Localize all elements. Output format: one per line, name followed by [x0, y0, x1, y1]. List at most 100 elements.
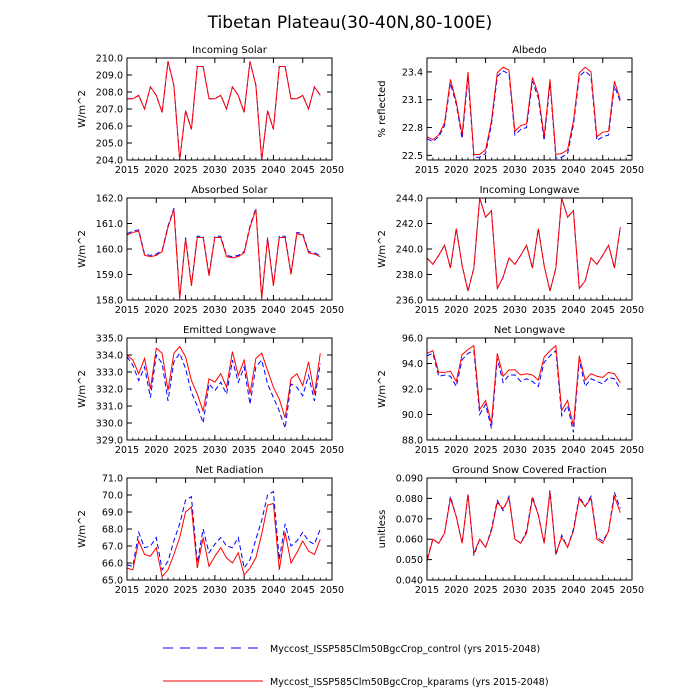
chart-incoming-solar-xtick-label: 2040 — [261, 165, 285, 176]
chart-net-radiation-ytick-label: 68.0 — [102, 525, 123, 536]
chart-emitted-longwave: Emitted Longwave W/m^2 2015 2020 2025 2030 203… — [77, 325, 344, 456]
chart-incoming-longwave-ytick-label: 242.0 — [396, 219, 423, 230]
chart-incoming-solar-title: Incoming Solar — [192, 45, 268, 56]
chart-net-radiation-xtick-label: 2025 — [173, 585, 197, 596]
chart-absorbed-solar-xtick-label: 2045 — [291, 305, 315, 316]
chart-incoming-longwave-xtick-label: 2040 — [561, 305, 585, 316]
chart-incoming-solar-xtick-label: 2020 — [144, 165, 168, 176]
chart-ground-snow-covered-fraction-xtick-label: 2050 — [620, 585, 644, 596]
chart-albedo-xtick-label: 2040 — [561, 165, 585, 176]
chart-net-radiation-xtick-label: 2050 — [320, 585, 344, 596]
chart-incoming-longwave-ytick-label: 236.0 — [396, 296, 423, 307]
chart-ground-snow-covered-fraction-series-kparams — [426, 492, 621, 562]
chart-net-longwave-frame — [426, 337, 633, 441]
chart-incoming-solar-xtick-label: 2015 — [115, 165, 139, 176]
chart-net-longwave: Net Longwave W/m^2 2015 2020 2025 2030 2035 204… — [377, 325, 644, 456]
chart-ground-snow-covered-fraction: Ground Snow Covered Fraction unitless 2015… — [377, 465, 644, 596]
chart-incoming-longwave-xtick-label: 2045 — [591, 305, 615, 316]
chart-absorbed-solar-series-kparams — [126, 209, 321, 299]
chart-ground-snow-covered-fraction-xtick-label: 2030 — [503, 585, 527, 596]
chart-net-longwave-ytick-label: 94.0 — [402, 359, 423, 370]
chart-ground-snow-covered-fraction-xtick-label: 2025 — [473, 585, 497, 596]
chart-absorbed-solar-ylabel: W/m^2 — [77, 230, 88, 268]
chart-absorbed-solar-ytick-label: 158.0 — [96, 296, 123, 307]
chart-absorbed-solar-xtick-label: 2040 — [261, 305, 285, 316]
chart-absorbed-solar-series-control — [126, 208, 321, 298]
chart-net-longwave-xtick-label: 2035 — [532, 445, 556, 456]
figure-title: Tibetan Plateau(30-40N,80-100E) — [207, 13, 493, 33]
chart-incoming-longwave: Incoming Longwave W/m^2 2015 2020 2025 2030 20… — [377, 185, 644, 316]
chart-albedo: Albedo % reflected 2015 2020 2025 2030 2035 204… — [377, 45, 644, 176]
chart-incoming-solar-ytick-label: 208.0 — [96, 88, 123, 99]
chart-net-radiation-xtick-label: 2035 — [232, 585, 256, 596]
chart-ground-snow-covered-fraction-xtick-label: 2040 — [561, 585, 585, 596]
chart-net-radiation-xtick-label: 2040 — [261, 585, 285, 596]
chart-incoming-solar-xtick-label: 2025 — [173, 165, 197, 176]
chart-albedo-xtick-label: 2045 — [591, 165, 615, 176]
chart-incoming-longwave-xtick-label: 2035 — [532, 305, 556, 316]
chart-incoming-longwave-ytick-label: 240.0 — [396, 245, 423, 256]
chart-ground-snow-covered-fraction-xtick-label: 2035 — [532, 585, 556, 596]
chart-incoming-solar-ytick-label: 210.0 — [96, 54, 123, 65]
chart-net-radiation-xtick-label: 2020 — [144, 585, 168, 596]
chart-absorbed-solar-xtick-label: 2030 — [203, 305, 227, 316]
chart-absorbed-solar-xtick-label: 2020 — [144, 305, 168, 316]
chart-incoming-solar-ytick-label: 207.0 — [96, 105, 123, 116]
chart-net-radiation-ytick-label: 65.0 — [102, 576, 123, 587]
chart-net-longwave-series-kparams — [426, 344, 621, 427]
chart-net-radiation-series-kparams — [126, 502, 321, 578]
chart-incoming-solar-xtick-label: 2035 — [232, 165, 256, 176]
chart-emitted-longwave-xtick-label: 2020 — [144, 445, 168, 456]
chart-emitted-longwave-ytick-label: 332.0 — [96, 385, 123, 396]
chart-net-radiation-ytick-label: 66.0 — [102, 559, 123, 570]
chart-net-radiation-frame — [126, 477, 333, 581]
chart-emitted-longwave-ylabel: W/m^2 — [77, 370, 88, 408]
chart-net-longwave-xtick-label: 2015 — [415, 445, 439, 456]
chart-emitted-longwave-xtick-label: 2050 — [320, 445, 344, 456]
chart-emitted-longwave-title: Emitted Longwave — [183, 325, 276, 336]
chart-net-radiation-ytick-label: 71.0 — [102, 474, 123, 485]
chart-incoming-longwave-series-kparams — [426, 197, 621, 292]
chart-net-longwave-xtick-label: 2050 — [620, 445, 644, 456]
chart-net-longwave-ytick-label: 90.0 — [402, 410, 423, 421]
chart-emitted-longwave-frame — [126, 337, 333, 441]
chart-absorbed-solar-ytick-label: 162.0 — [96, 194, 123, 205]
chart-emitted-longwave-xtick-label: 2025 — [173, 445, 197, 456]
chart-emitted-longwave-xtick-label: 2030 — [203, 445, 227, 456]
chart-net-longwave-ylabel: W/m^2 — [377, 370, 388, 408]
chart-absorbed-solar-ytick-label: 161.0 — [96, 219, 123, 230]
chart-albedo-series-control — [426, 70, 621, 159]
chart-incoming-longwave-xtick-label: 2030 — [503, 305, 527, 316]
chart-incoming-solar-xtick-label: 2045 — [291, 165, 315, 176]
chart-absorbed-solar-xtick-label: 2050 — [320, 305, 344, 316]
chart-incoming-solar-ytick-label: 206.0 — [96, 122, 123, 133]
chart-emitted-longwave-ytick-label: 331.0 — [96, 402, 123, 413]
chart-net-radiation-series-control — [126, 490, 321, 572]
chart-emitted-longwave-ytick-label: 330.0 — [96, 419, 123, 430]
chart-net-longwave-xtick-label: 2030 — [503, 445, 527, 456]
chart-panels: Incoming Solar W/m^2 2015 2020 2025 2030 2035 2… — [77, 45, 644, 596]
legend-label-control: Myccost_ISSP585Clm50BgcCrop_control (yrs… — [270, 644, 540, 655]
chart-albedo-series-kparams — [426, 66, 621, 156]
chart-emitted-longwave-ytick-label: 333.0 — [96, 368, 123, 379]
chart-albedo-xtick-label: 2035 — [532, 165, 556, 176]
chart-ground-snow-covered-fraction-ytick-label: 0.090 — [396, 474, 423, 485]
chart-ground-snow-covered-fraction-xtick-label: 2020 — [444, 585, 468, 596]
chart-net-longwave-ytick-label: 92.0 — [402, 385, 423, 396]
chart-incoming-longwave-xtick-label: 2025 — [473, 305, 497, 316]
chart-net-radiation-ytick-label: 69.0 — [102, 508, 123, 519]
chart-incoming-solar: Incoming Solar W/m^2 2015 2020 2025 2030 2035 2… — [77, 45, 344, 176]
chart-emitted-longwave-ytick-label: 334.0 — [96, 351, 123, 362]
chart-net-longwave-xtick-label: 2045 — [591, 445, 615, 456]
chart-net-longwave-xtick-label: 2020 — [444, 445, 468, 456]
chart-net-longwave-xtick-label: 2040 — [561, 445, 585, 456]
chart-emitted-longwave-series-kparams — [126, 345, 321, 419]
chart-incoming-longwave-frame — [426, 197, 633, 301]
chart-net-radiation-xtick-label: 2030 — [203, 585, 227, 596]
chart-net-radiation-title: Net Radiation — [196, 465, 264, 476]
chart-emitted-longwave-ytick-label: 335.0 — [96, 334, 123, 345]
chart-albedo-ytick-label: 23.1 — [402, 95, 423, 106]
chart-net-longwave-series-control — [426, 349, 621, 433]
chart-net-longwave-ytick-label: 96.0 — [402, 334, 423, 345]
